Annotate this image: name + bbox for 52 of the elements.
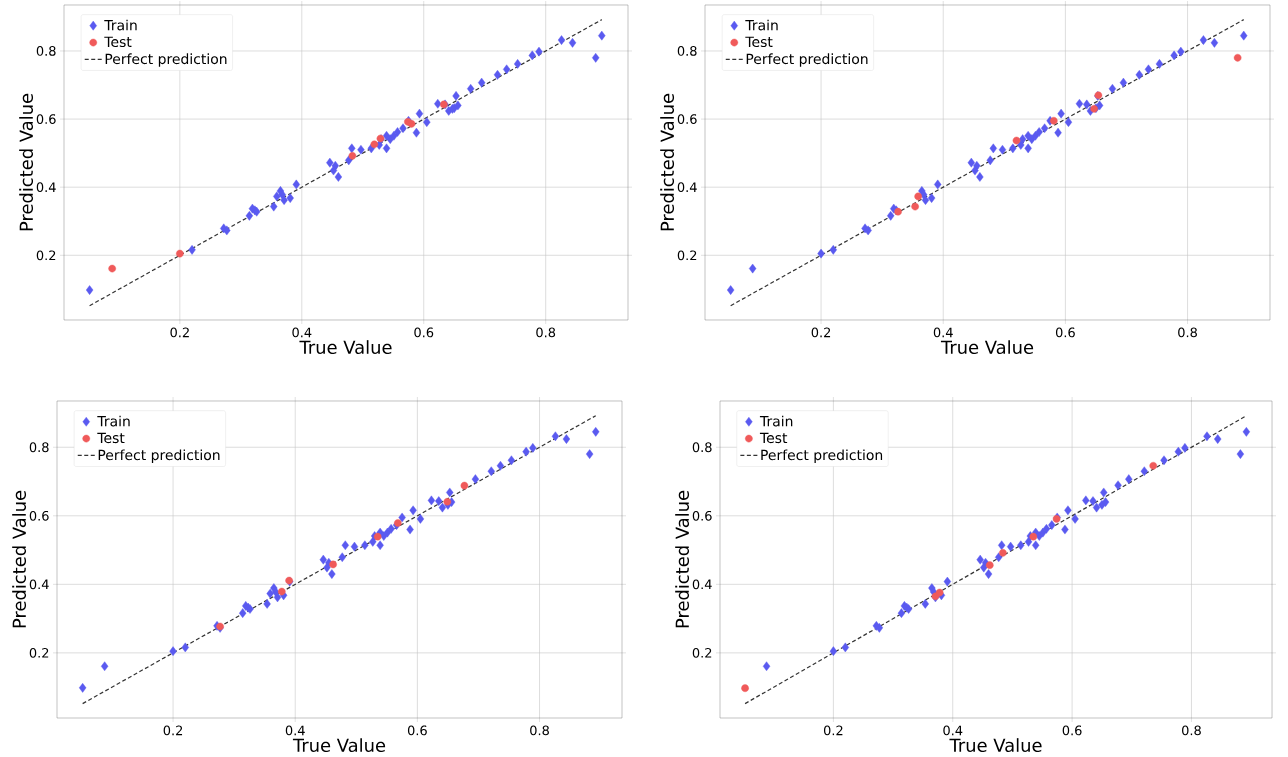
x-tick-label: 0.8 (1178, 327, 1197, 338)
legend-label: Train (759, 415, 793, 427)
y-tick-label: 0.2 (677, 250, 697, 261)
y-axis-title: Predicted Value (19, 93, 34, 231)
y-tick-label: 0.6 (36, 114, 56, 124)
x-tick-label: 0.4 (285, 725, 305, 736)
y-tick-label: 0.2 (36, 250, 56, 261)
legend-label: Perfect prediction (746, 53, 868, 67)
y-tick-label: 0.4 (29, 579, 49, 590)
legend-label: Perfect prediction (98, 449, 220, 463)
y-tick-label: 0.6 (29, 510, 49, 521)
x-axis-title: True Value (940, 340, 1034, 355)
y-tick-label: 0.2 (29, 647, 49, 658)
legend-label: Train (104, 19, 137, 31)
x-tick-label: 0.6 (1062, 725, 1082, 736)
y-tick-label: 0.6 (692, 510, 712, 521)
y-tick-label: 0.8 (692, 442, 712, 453)
x-tick-label: 0.2 (823, 725, 843, 736)
y-tick-label: 0.4 (677, 182, 697, 193)
x-tick-label: 0.6 (1055, 327, 1075, 338)
y-tick-label: 0.8 (36, 46, 56, 56)
x-tick-label: 0.2 (811, 327, 831, 338)
x-tick-label: 0.2 (163, 725, 183, 736)
x-tick-label: 0.4 (933, 327, 953, 338)
x-tick-label: 0.4 (943, 725, 963, 736)
x-tick-label: 0.2 (170, 327, 189, 338)
y-tick-label: 0.4 (36, 182, 56, 193)
x-tick-label: 0.8 (530, 725, 549, 736)
y-axis-title: Predicted Value (675, 490, 690, 628)
y-tick-label: 0.4 (692, 579, 712, 590)
x-axis-title: True Value (299, 340, 392, 355)
x-tick-label: 0.8 (1182, 725, 1201, 736)
x-axis-title: True Value (949, 738, 1042, 753)
legend-label: Test (97, 432, 125, 444)
x-tick-label: 0.8 (536, 327, 556, 338)
legend-label: Test (759, 432, 788, 444)
y-tick-label: 0.8 (677, 46, 697, 56)
y-tick-label: 0.2 (692, 647, 712, 658)
y-tick-label: 0.6 (677, 114, 697, 124)
legend-label: Test (745, 36, 773, 48)
x-axis-title: True Value (292, 738, 386, 753)
y-axis-title: Predicted Value (12, 490, 27, 628)
y-tick-label: 0.8 (29, 442, 49, 453)
y-axis-title: Predicted Value (660, 93, 675, 231)
x-tick-label: 0.6 (414, 327, 434, 338)
legend-label: Perfect prediction (105, 53, 227, 67)
legend-label: Train (745, 19, 778, 31)
x-tick-label: 0.6 (407, 725, 427, 736)
legend-label: Test (104, 36, 132, 48)
legend-label: Perfect prediction (761, 449, 883, 463)
x-tick-label: 0.4 (292, 327, 312, 338)
legend-label: Train (97, 415, 130, 427)
